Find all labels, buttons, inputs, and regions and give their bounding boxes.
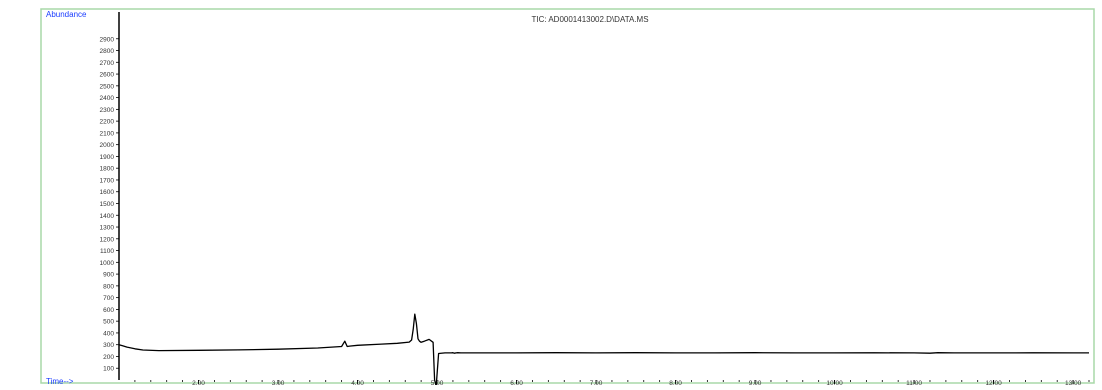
- y-tick-label: 2100: [100, 130, 115, 137]
- x-tick-label: 13.00: [1065, 380, 1082, 385]
- y-tick-label: 600: [103, 307, 114, 314]
- y-tick-label: 400: [103, 330, 114, 337]
- y-tick-label: 2900: [100, 36, 115, 43]
- y-tick-label: 1000: [100, 260, 115, 267]
- x-tick-label: 12.00: [985, 380, 1002, 385]
- y-tick-label: 1600: [100, 189, 115, 196]
- y-tick-label: 800: [103, 283, 114, 290]
- y-axis-label: Abundance: [46, 10, 87, 19]
- y-tick-label: 2500: [100, 83, 115, 90]
- y-tick-label: 1800: [100, 166, 115, 173]
- y-tick-label: 900: [103, 272, 114, 279]
- y-tick-label: 200: [103, 354, 114, 361]
- outer-frame: [40, 8, 1095, 384]
- y-tick-label: 2300: [100, 107, 115, 114]
- y-tick-label: 2400: [100, 95, 115, 102]
- chart-title: TIC: AD0001413002.D\DATA.MS: [531, 15, 648, 24]
- y-tick-label: 1300: [100, 225, 115, 232]
- x-tick-label: 3.00: [272, 380, 285, 385]
- y-tick-label: 2600: [100, 72, 115, 79]
- y-tick-label: 700: [103, 295, 114, 302]
- y-tick-label: 2700: [100, 60, 115, 67]
- y-tick-label: 1400: [100, 213, 115, 220]
- x-ticks-group: 2.00 3.00 4.00 5.00 6.00 7.00 8.00 9.00 10.00 11.…: [134, 380, 1090, 387]
- x-tick-label: 2.00: [192, 380, 205, 385]
- y-tick-label: 1900: [100, 154, 115, 161]
- x-tick-label: 11.00: [906, 380, 922, 385]
- x-tick-label: 7.00: [590, 380, 603, 385]
- y-tick-label: 2000: [100, 142, 115, 149]
- y-ticks-group: 100 200 300 400 500 600 700 800 900 1000 1100 1200 1…: [100, 36, 119, 373]
- y-tick-label: 300: [103, 342, 114, 349]
- y-tick-label: 500: [103, 319, 114, 326]
- y-tick-label: 1200: [100, 236, 115, 243]
- x-tick-label: 8.00: [669, 380, 682, 385]
- x-tick-label: 9.00: [749, 380, 762, 385]
- x-tick-label: 5.00: [431, 380, 444, 385]
- y-tick-label: 1500: [100, 201, 115, 208]
- x-tick-label: 6.00: [510, 380, 523, 385]
- y-tick-label: 1700: [100, 177, 115, 184]
- x-axis-label: Time-->: [46, 377, 74, 385]
- y-tick-label: 2800: [100, 48, 115, 55]
- x-tick-label: 10.00: [826, 380, 843, 385]
- y-tick-label: 100: [103, 366, 114, 373]
- x-tick-label: 4.00: [351, 380, 364, 385]
- y-tick-label: 2200: [100, 119, 115, 126]
- y-tick-label: 1100: [100, 248, 114, 255]
